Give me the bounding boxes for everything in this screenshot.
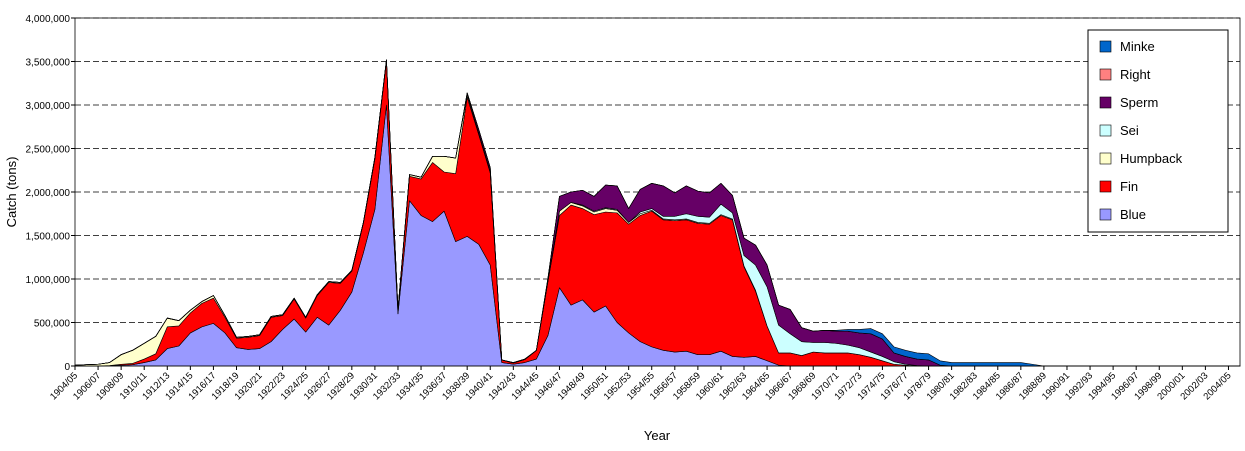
y-tick-label: 1,500,000 — [26, 232, 71, 243]
x-axis-label: Year — [644, 428, 671, 443]
plot-border — [74, 17, 1241, 367]
legend-label: Fin — [1120, 179, 1138, 194]
y-tick-label: 3,000,000 — [26, 101, 71, 112]
legend-swatch — [1099, 68, 1112, 81]
legend-label: Sei — [1120, 123, 1139, 138]
y-tick-label: 2,000,000 — [26, 188, 71, 199]
legend-swatch — [1099, 152, 1112, 165]
legend-swatch — [1099, 208, 1112, 221]
legend-swatch — [1099, 40, 1112, 53]
legend-swatch — [1099, 124, 1112, 137]
legend-label: Blue — [1120, 207, 1146, 222]
y-tick-label: 2,500,000 — [26, 145, 71, 156]
legend-label: Right — [1120, 67, 1151, 82]
y-tick-label: 500,000 — [34, 319, 71, 330]
legend-swatch — [1099, 96, 1112, 109]
legend-label: Minke — [1120, 39, 1155, 54]
legend-box — [1087, 29, 1229, 233]
legend-swatch — [1099, 180, 1112, 193]
y-axis-label: Catch (tons) — [4, 157, 19, 228]
legend-label: Sperm — [1120, 95, 1158, 110]
y-tick-label: 4,000,000 — [26, 14, 71, 25]
y-tick-label: 3,500,000 — [26, 58, 71, 69]
y-tick-label: 0 — [64, 362, 70, 373]
legend-label: Humpback — [1120, 151, 1183, 166]
y-tick-label: 1,000,000 — [26, 275, 71, 286]
